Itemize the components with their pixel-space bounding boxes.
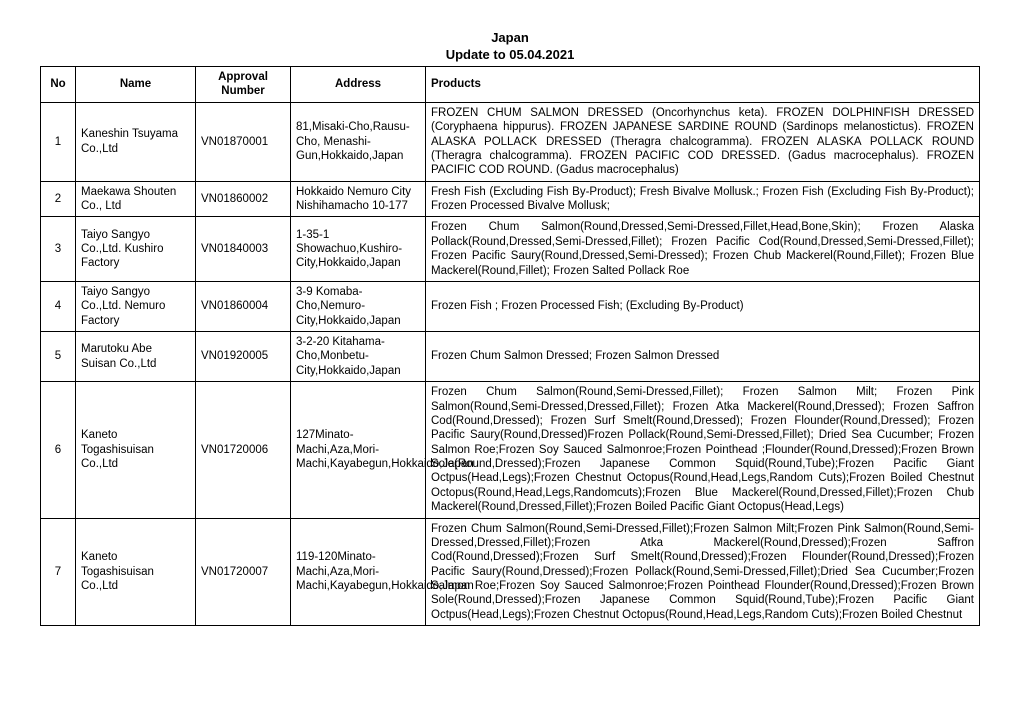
cell-products: Frozen Fish ; Frozen Processed Fish; (Ex… [426,281,980,331]
cell-no: 2 [41,181,76,217]
cell-address: 3-9 Komaba-Cho,Nemuro-City,Hokkaido,Japa… [291,281,426,331]
cell-no: 4 [41,281,76,331]
cell-address: 81,Misaki-Cho,Rausu-Cho, Menashi-Gun,Hok… [291,102,426,181]
cell-no: 7 [41,518,76,626]
cell-approval: VN01860004 [196,281,291,331]
cell-no: 1 [41,102,76,181]
cell-approval: VN01920005 [196,332,291,382]
cell-approval: VN01840003 [196,217,291,282]
cell-approval: VN01720007 [196,518,291,626]
cell-no: 6 [41,382,76,518]
cell-no: 5 [41,332,76,382]
col-header-no: No [41,67,76,103]
cell-name: Kaneto Togashisuisan Co.,Ltd [76,518,196,626]
cell-approval: VN01870001 [196,102,291,181]
col-header-approval: Approval Number [196,67,291,103]
cell-products: Frozen Chum Salmon Dressed; Frozen Salmo… [426,332,980,382]
cell-address: 119-120Minato-Machi,Aza,Mori-Machi,Kayab… [291,518,426,626]
table-row: 7 Kaneto Togashisuisan Co.,Ltd VN0172000… [41,518,980,626]
cell-no: 3 [41,217,76,282]
table-body: 1 Kaneshin Tsuyama Co.,Ltd VN01870001 81… [41,102,980,625]
col-header-name: Name [76,67,196,103]
table-row: 3 Taiyo Sangyo Co.,Ltd. Kushiro Factory … [41,217,980,282]
col-header-address: Address [291,67,426,103]
cell-products: FROZEN CHUM SALMON DRESSED (Oncorhynchus… [426,102,980,181]
cell-name: Taiyo Sangyo Co.,Ltd. Kushiro Factory [76,217,196,282]
cell-products: Frozen Chum Salmon(Round,Semi-Dressed,Fi… [426,382,980,518]
cell-products: Fresh Fish (Excluding Fish By-Product); … [426,181,980,217]
cell-name: Kaneshin Tsuyama Co.,Ltd [76,102,196,181]
cell-products: Frozen Chum Salmon(Round,Dressed,Semi-Dr… [426,217,980,282]
cell-address: 1-35-1 Showachuo,Kushiro-City,Hokkaido,J… [291,217,426,282]
doc-title: Japan [40,30,980,45]
table-row: 4 Taiyo Sangyo Co.,Ltd. Nemuro Factory V… [41,281,980,331]
table-row: 6 Kaneto Togashisuisan Co.,Ltd VN0172000… [41,382,980,518]
cell-name: Maekawa Shouten Co., Ltd [76,181,196,217]
col-header-products: Products [426,67,980,103]
cell-name: Taiyo Sangyo Co.,Ltd. Nemuro Factory [76,281,196,331]
cell-address: 127Minato-Machi,Aza,Mori-Machi,Kayabegun… [291,382,426,518]
approvals-table: No Name Approval Number Address Products… [40,66,980,626]
table-header-row: No Name Approval Number Address Products [41,67,980,103]
table-row: 2 Maekawa Shouten Co., Ltd VN01860002 Ho… [41,181,980,217]
table-row: 1 Kaneshin Tsuyama Co.,Ltd VN01870001 81… [41,102,980,181]
cell-name: Kaneto Togashisuisan Co.,Ltd [76,382,196,518]
cell-address: Hokkaido Nemuro City Nishihamacho 10-177 [291,181,426,217]
cell-name: Marutoku Abe Suisan Co.,Ltd [76,332,196,382]
cell-address: 3-2-20 Kitahama-Cho,Monbetu-City,Hokkaid… [291,332,426,382]
cell-approval: VN01860002 [196,181,291,217]
cell-approval: VN01720006 [196,382,291,518]
table-row: 5 Marutoku Abe Suisan Co.,Ltd VN01920005… [41,332,980,382]
cell-products: Frozen Chum Salmon(Round,Semi-Dressed,Fi… [426,518,980,626]
doc-subtitle: Update to 05.04.2021 [40,47,980,62]
